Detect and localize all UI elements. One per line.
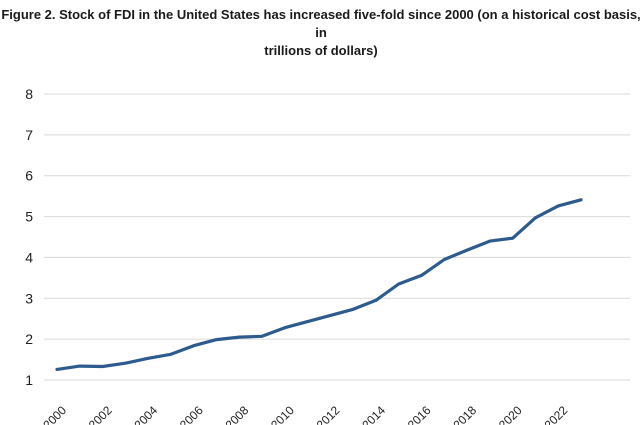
- data-point-2016: [420, 274, 423, 277]
- x-tick-label: 2016: [405, 403, 434, 425]
- data-point-2021: [534, 216, 537, 220]
- data-point-2013: [351, 307, 355, 311]
- x-tick-label: 2006: [177, 403, 206, 425]
- y-tick-label: 2: [25, 331, 33, 347]
- data-point-2001: [78, 364, 82, 368]
- data-point-2017: [442, 258, 446, 261]
- y-tick-label: 1: [25, 372, 33, 388]
- data-point-2012: [328, 314, 332, 317]
- data-point-2004: [146, 356, 150, 360]
- data-point-2014: [374, 298, 378, 302]
- data-point-2019: [488, 239, 492, 243]
- data-point-2000: [55, 367, 59, 371]
- x-tick-label: 2002: [86, 403, 115, 425]
- gridlines: [44, 93, 630, 381]
- data-point-2002: [101, 365, 104, 368]
- data-point-2008: [237, 335, 241, 339]
- chart-title-line-1: Figure 2. Stock of FDI in the United Sta…: [1, 7, 641, 40]
- x-tick-label: 2004: [131, 403, 160, 425]
- chart-title: Figure 2. Stock of FDI in the United Sta…: [0, 6, 642, 60]
- data-point-2023: [579, 198, 583, 202]
- x-tick-label: 2022: [542, 403, 571, 425]
- y-tick-label: 3: [25, 290, 33, 306]
- data-point-2005: [169, 352, 173, 356]
- y-tick-label: 4: [25, 249, 33, 265]
- y-tick-label: 6: [25, 168, 33, 184]
- x-tick-label: 2020: [496, 403, 525, 425]
- data-point-2022: [556, 204, 560, 208]
- y-tick-label: 5: [25, 209, 33, 225]
- series-group: [55, 198, 583, 371]
- x-tick-label: 2012: [314, 403, 343, 425]
- data-point-2006: [192, 344, 196, 348]
- data-point-2011: [306, 320, 310, 323]
- data-point-2018: [465, 248, 469, 252]
- data-point-2010: [283, 326, 287, 330]
- y-tick-label: 7: [25, 127, 33, 143]
- x-tick-label: 2018: [450, 403, 479, 425]
- data-point-2015: [397, 282, 401, 286]
- y-axis-tick-labels: 1 2 3 4 5 6 7 8: [25, 86, 33, 388]
- series-line: [55, 198, 583, 371]
- data-point-2007: [215, 338, 218, 341]
- data-point-2020: [511, 236, 515, 240]
- y-tick-label: 8: [25, 86, 33, 102]
- x-axis-tick-labels: 2000 2002 2004 2006 2008 2010 2012 2014 2016 2018…: [40, 403, 570, 425]
- x-tick-label: 2010: [268, 403, 297, 425]
- x-tick-label: 2000: [40, 403, 69, 425]
- x-tick-label: 2014: [359, 403, 388, 425]
- chart-title-line-2: trillions of dollars): [264, 43, 378, 58]
- x-tick-label: 2008: [223, 403, 252, 425]
- data-point-2003: [123, 361, 127, 365]
- data-point-2009: [260, 334, 264, 338]
